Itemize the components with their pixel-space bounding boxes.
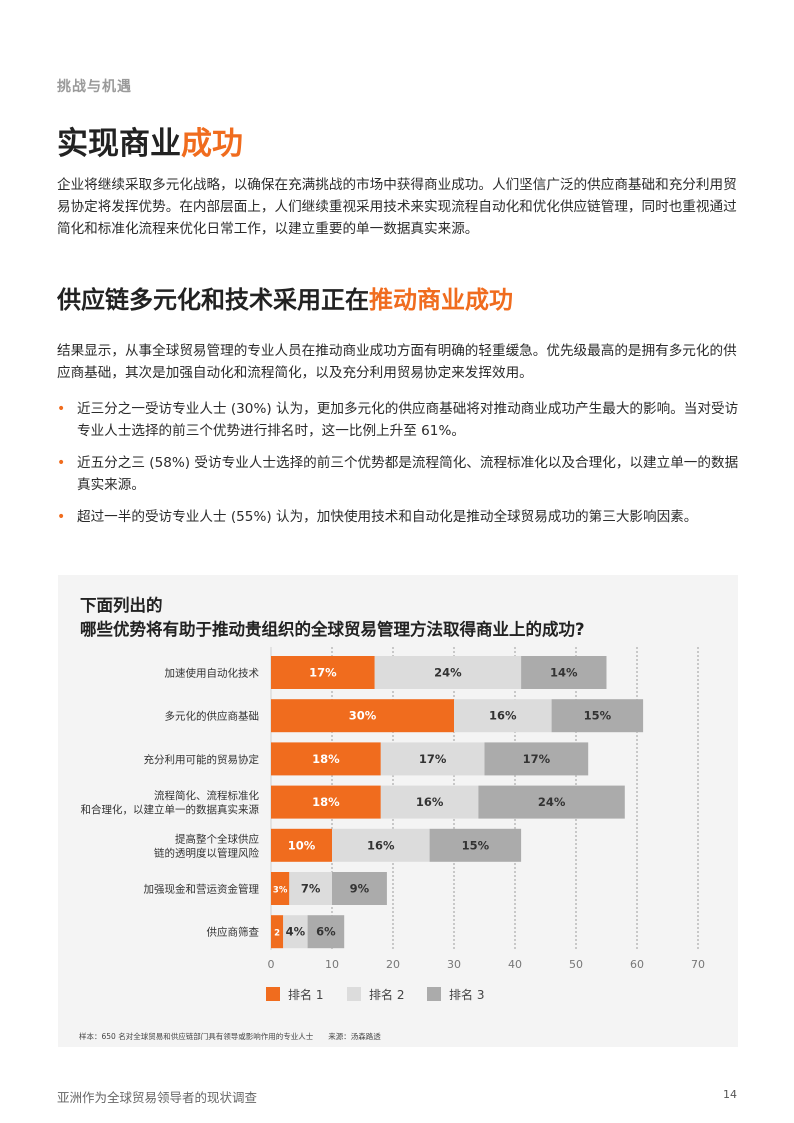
bar-segment [454, 699, 552, 733]
category-label: 加强现金和营运资金管理 [144, 883, 260, 896]
bar-value-label: 2 [274, 929, 280, 939]
page-title: 实现商业成功 [57, 122, 243, 166]
page-title-accent: 成功 [181, 126, 243, 162]
bar-segment [478, 785, 625, 819]
bullet-text: 近三分之一受访专业人士 (30%) 认为，更加多元化的供应商基础将对推动商业成功… [77, 401, 739, 439]
chart-title-text: 下面列出的 哪些优势将有助于推动贵组织的全球贸易管理方法取得商业上的成功? [80, 596, 585, 639]
bullet-text: 超过一半的受访专业人士 (55%) 认为，加快使用技术和自动化是推动全球贸易成功… [77, 509, 698, 525]
bar-value-label: 7% [301, 882, 321, 896]
bar-segment [484, 742, 589, 776]
x-tick-label: 0 [268, 958, 275, 971]
category-label: 多元化的供应商基础 [165, 710, 260, 723]
bar-value-label: 15% [584, 709, 612, 723]
bar-segment [521, 656, 607, 689]
bar-segment [307, 915, 345, 949]
page-title-main: 实现商业 [57, 126, 181, 162]
legend-swatch [427, 987, 441, 1001]
bar-segment [289, 872, 332, 905]
bar-segment [271, 915, 284, 949]
bar-segment [271, 785, 381, 819]
section-heading: 供应链多元化和技术采用正在推动商业成功 [57, 282, 513, 318]
legend-swatch [347, 987, 361, 1001]
bar-value-label: 30% [349, 709, 377, 723]
bar-value-label: 15% [462, 838, 490, 852]
category-label: 充分利用可能的贸易协定 [144, 753, 260, 766]
bar-value-label: 9% [350, 882, 370, 896]
bar-value-label: 17% [523, 752, 551, 766]
bar-value-label: 16% [367, 838, 395, 852]
bullet-list: • 近三分之一受访专业人士 (30%) 认为，更加多元化的供应商基础将对推动商业成… [57, 398, 747, 538]
bar-value-label: 24% [538, 795, 566, 809]
bar-value-label: 24% [434, 666, 462, 680]
section-label: 挑战与机遇 [57, 79, 132, 95]
x-tick-label: 10 [325, 958, 339, 971]
bar-value-label: 4% [286, 925, 306, 939]
bar-segment [271, 828, 332, 862]
chart-source-note: 样本：650 名对全球贸易和供应链部门具有领导或影响作用的专业人士 来源：汤森路… [79, 1032, 381, 1041]
bar-value-label: 18% [312, 795, 340, 809]
chart-panel: 下面列出的 哪些优势将有助于推动贵组织的全球贸易管理方法取得商业上的成功? 加速使… [58, 575, 738, 1047]
bullet-dot-icon: • [57, 455, 66, 471]
intro-paragraph: 企业将继续采取多元化战略，以确保在充满挑战的市场中获得商业成功。人们坚信广泛的供… [57, 177, 737, 237]
category-label: 提高整个全球供应链的透明度以管理风险 [154, 832, 259, 859]
bullet-item: • 近五分之三 (58%) 受访专业人士选择的前三个优势都是流程简化、流程标准化以… [57, 452, 747, 496]
category-label: 加速使用自动化技术 [165, 667, 260, 680]
bullet-item: • 近三分之一受访专业人士 (30%) 认为，更加多元化的供应商基础将对推动商业成… [57, 398, 747, 442]
legend-label: 排名 2 [369, 987, 404, 1002]
bar-segment [283, 915, 308, 949]
bar-value-label: 3% [273, 886, 288, 896]
bar-segment [271, 872, 290, 905]
bar-value-label: 16% [416, 795, 444, 809]
x-tick-label: 20 [386, 958, 400, 971]
x-tick-label: 30 [447, 958, 461, 971]
category-label: 供应商筛查 [207, 926, 260, 939]
x-tick-label: 70 [691, 958, 705, 971]
page-number: 14 [723, 1088, 737, 1101]
bar-value-label: 14% [550, 666, 578, 680]
stacked-bar-chart: 加速使用自动化技术 17% 24% 14%多元化的供应商基础 30% 16% 15%充分利用… [81, 647, 705, 1002]
bar-segment [551, 699, 644, 733]
body-paragraph: 结果显示，从事全球贸易管理的专业人员在推动商业成功方面有明确的轻重缓急。优先级最… [57, 343, 737, 381]
bullet-text: 近五分之三 (58%) 受访专业人士选择的前三个优势都是流程简化、流程标准化以及… [77, 455, 739, 493]
bar-segment [429, 828, 522, 862]
section-heading-accent: 推动商业成功 [369, 286, 513, 314]
bar-value-label: 6% [316, 925, 336, 939]
x-tick-label: 60 [630, 958, 644, 971]
chart-title: 下面列出的 哪些优势将有助于推动贵组织的全球贸易管理方法取得商业上的成功? [80, 594, 585, 642]
bullet-dot-icon: • [57, 401, 66, 417]
legend-label: 排名 1 [288, 987, 323, 1002]
bar-segment [332, 828, 430, 862]
bar-value-label: 16% [489, 709, 517, 723]
bar-segment [271, 656, 375, 689]
bar-segment [271, 699, 454, 733]
bar-value-label: 18% [312, 752, 340, 766]
bullet-dot-icon: • [57, 509, 66, 525]
bullet-item: • 超过一半的受访专业人士 (55%) 认为，加快使用技术和自动化是推动全球贸易成… [57, 506, 747, 528]
bar-segment [380, 742, 485, 776]
section-heading-main: 供应链多元化和技术采用正在 [57, 286, 369, 314]
bar-segment [374, 656, 522, 689]
footer-report-title: 亚洲作为全球贸易领导者的现状调查 [57, 1090, 258, 1105]
bar-value-label: 10% [288, 838, 316, 852]
x-tick-label: 50 [569, 958, 583, 971]
bar-segment [380, 785, 479, 819]
category-label: 流程简化、流程标准化和合理化，以建立单一的数据真实来源 [81, 789, 260, 816]
bar-value-label: 17% [419, 752, 447, 766]
x-tick-label: 40 [508, 958, 522, 971]
legend-swatch [266, 987, 280, 1001]
bar-segment [332, 872, 387, 905]
bar-segment [271, 742, 381, 776]
legend-label: 排名 3 [449, 987, 484, 1002]
bar-value-label: 17% [309, 666, 337, 680]
